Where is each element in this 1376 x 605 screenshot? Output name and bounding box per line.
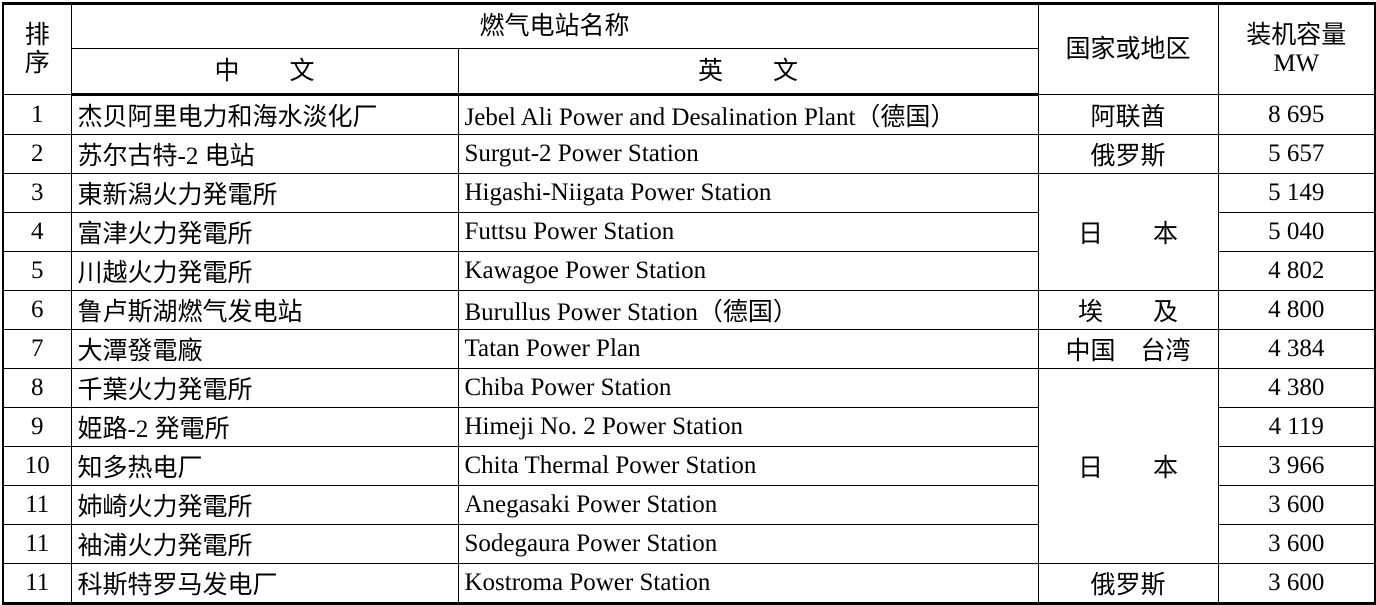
cell-name-en: Himeji No. 2 Power Station xyxy=(457,407,1039,447)
cell-name-cn: 大潭發電廠 xyxy=(70,329,459,369)
cell-country: 俄罗斯 xyxy=(1037,563,1219,604)
cell-country-merged-japan-2: 日 本 xyxy=(1037,368,1219,564)
cell-rank: 3 xyxy=(2,173,72,213)
cell-name-en: Kawagoe Power Station xyxy=(457,251,1039,291)
cell-name-en: Kostroma Power Station xyxy=(457,563,1039,604)
cell-country: 中国 台湾 xyxy=(1037,329,1219,369)
cell-name-cn: 杰贝阿里电力和海水淡化厂 xyxy=(70,94,459,135)
cell-name-cn: 姫路-2 発電所 xyxy=(70,407,459,447)
cell-capacity: 3 600 xyxy=(1217,563,1376,604)
cell-country: 阿联酋 xyxy=(1037,94,1219,135)
table-header: 排 序 燃气电站名称 国家或地区 装机容量 MW 中 文 英 文 xyxy=(2,3,1376,96)
cell-name-en: Jebel Ali Power and Desalination Plant（德… xyxy=(457,94,1039,135)
cell-name-cn: 鲁卢斯湖燃气发电站 xyxy=(70,290,459,330)
table-row: 7 大潭發電廠 Tatan Power Plan 中国 台湾 4 384 xyxy=(2,329,1376,369)
header-station-name-group: 燃气电站名称 xyxy=(70,3,1039,49)
cell-name-en: Anegasaki Power Station xyxy=(457,485,1039,525)
cell-name-cn: 川越火力発電所 xyxy=(70,251,459,291)
table-row: 10 知多热电厂 Chita Thermal Power Station 3 9… xyxy=(2,446,1376,486)
header-country-region: 国家或地区 xyxy=(1037,3,1219,95)
header-name-english: 英 文 xyxy=(457,48,1039,96)
cell-rank: 9 xyxy=(2,407,72,447)
cell-name-cn: 科斯特罗马发电厂 xyxy=(70,563,459,604)
cell-capacity: 5 657 xyxy=(1217,134,1376,174)
cell-rank: 11 xyxy=(2,563,72,604)
cell-name-en: Chiba Power Station xyxy=(457,368,1039,408)
cell-name-cn: 苏尔古特-2 电站 xyxy=(70,134,459,174)
cell-rank: 2 xyxy=(2,134,72,174)
table-row: 1 杰贝阿里电力和海水淡化厂 Jebel Ali Power and Desal… xyxy=(2,94,1376,135)
cell-capacity: 3 966 xyxy=(1217,446,1376,486)
cell-capacity: 3 600 xyxy=(1217,524,1376,564)
cell-rank: 6 xyxy=(2,290,72,330)
cell-name-en: Higashi-Niigata Power Station xyxy=(457,173,1039,213)
cell-rank: 5 xyxy=(2,251,72,291)
cell-name-cn: 姉崎火力発電所 xyxy=(70,485,459,525)
cell-capacity: 4 384 xyxy=(1217,329,1376,369)
cell-capacity: 4 802 xyxy=(1217,251,1376,291)
table-row: 2 苏尔古特-2 电站 Surgut-2 Power Station 俄罗斯 5… xyxy=(2,134,1376,174)
cell-capacity: 5 149 xyxy=(1217,173,1376,213)
cell-rank: 11 xyxy=(2,485,72,525)
table-row: 11 袖浦火力発電所 Sodegaura Power Station 3 600 xyxy=(2,524,1376,564)
header-row-group: 排 序 燃气电站名称 国家或地区 装机容量 MW xyxy=(2,3,1376,95)
cell-capacity: 4 380 xyxy=(1217,368,1376,408)
cell-rank: 4 xyxy=(2,212,72,252)
cell-country: 埃 及 xyxy=(1037,290,1219,330)
cell-name-cn: 富津火力発電所 xyxy=(70,212,459,252)
cell-rank: 8 xyxy=(2,368,72,408)
cell-name-cn: 知多热电厂 xyxy=(70,446,459,486)
cell-country: 俄罗斯 xyxy=(1037,134,1219,174)
cell-name-en: Sodegaura Power Station xyxy=(457,524,1039,564)
header-rank-line2: 序 xyxy=(24,49,50,77)
cell-name-en: Tatan Power Plan xyxy=(457,329,1039,369)
cell-rank: 7 xyxy=(2,329,72,369)
table-row: 3 東新潟火力発電所 Higashi-Niigata Power Station… xyxy=(2,173,1376,291)
header-row-sub: 中 文 英 文 xyxy=(3,48,1375,96)
table-row: 6 鲁卢斯湖燃气发电站 Burullus Power Station（德国） 埃… xyxy=(2,290,1376,330)
cell-capacity: 4 119 xyxy=(1217,407,1376,447)
table-row: 8 千葉火力発電所 Chiba Power Station 日 本 4 380 xyxy=(2,368,1376,564)
cell-capacity: 3 600 xyxy=(1217,485,1376,525)
cell-capacity: 8 695 xyxy=(1217,94,1376,135)
header-rank-line1: 排 xyxy=(24,21,50,49)
cell-name-cn: 袖浦火力発電所 xyxy=(70,524,459,564)
cell-name-en: Burullus Power Station（德国） xyxy=(457,290,1039,330)
table-row: 5 川越火力発電所 Kawagoe Power Station 4 802 xyxy=(2,251,1376,291)
cell-capacity: 5 040 xyxy=(1217,212,1376,252)
cell-name-en: Futtsu Power Station xyxy=(457,212,1039,252)
header-installed-capacity: 装机容量 MW xyxy=(1217,3,1376,95)
cell-name-cn: 東新潟火力発電所 xyxy=(70,173,459,213)
table-row: 11 科斯特罗马发电厂 Kostroma Power Station 俄罗斯 3… xyxy=(2,563,1376,604)
cell-name-en: Chita Thermal Power Station xyxy=(457,446,1039,486)
cell-capacity: 4 800 xyxy=(1217,290,1376,330)
header-capacity-unit: MW xyxy=(1273,49,1320,77)
cell-country-merged-japan-1: 日 本 xyxy=(1037,173,1219,291)
cell-name-cn: 千葉火力発電所 xyxy=(70,368,459,408)
header-name-chinese: 中 文 xyxy=(70,48,459,96)
cell-rank: 11 xyxy=(2,524,72,564)
cell-name-en: Surgut-2 Power Station xyxy=(457,134,1039,174)
cell-rank: 10 xyxy=(2,446,72,486)
header-rank: 排 序 xyxy=(2,3,72,95)
table-body: 1 杰贝阿里电力和海水淡化厂 Jebel Ali Power and Desal… xyxy=(2,94,1376,604)
header-capacity-line1: 装机容量 xyxy=(1246,21,1347,49)
table-row: 9 姫路-2 発電所 Himeji No. 2 Power Station 4 … xyxy=(2,407,1376,447)
cell-rank: 1 xyxy=(2,94,72,135)
